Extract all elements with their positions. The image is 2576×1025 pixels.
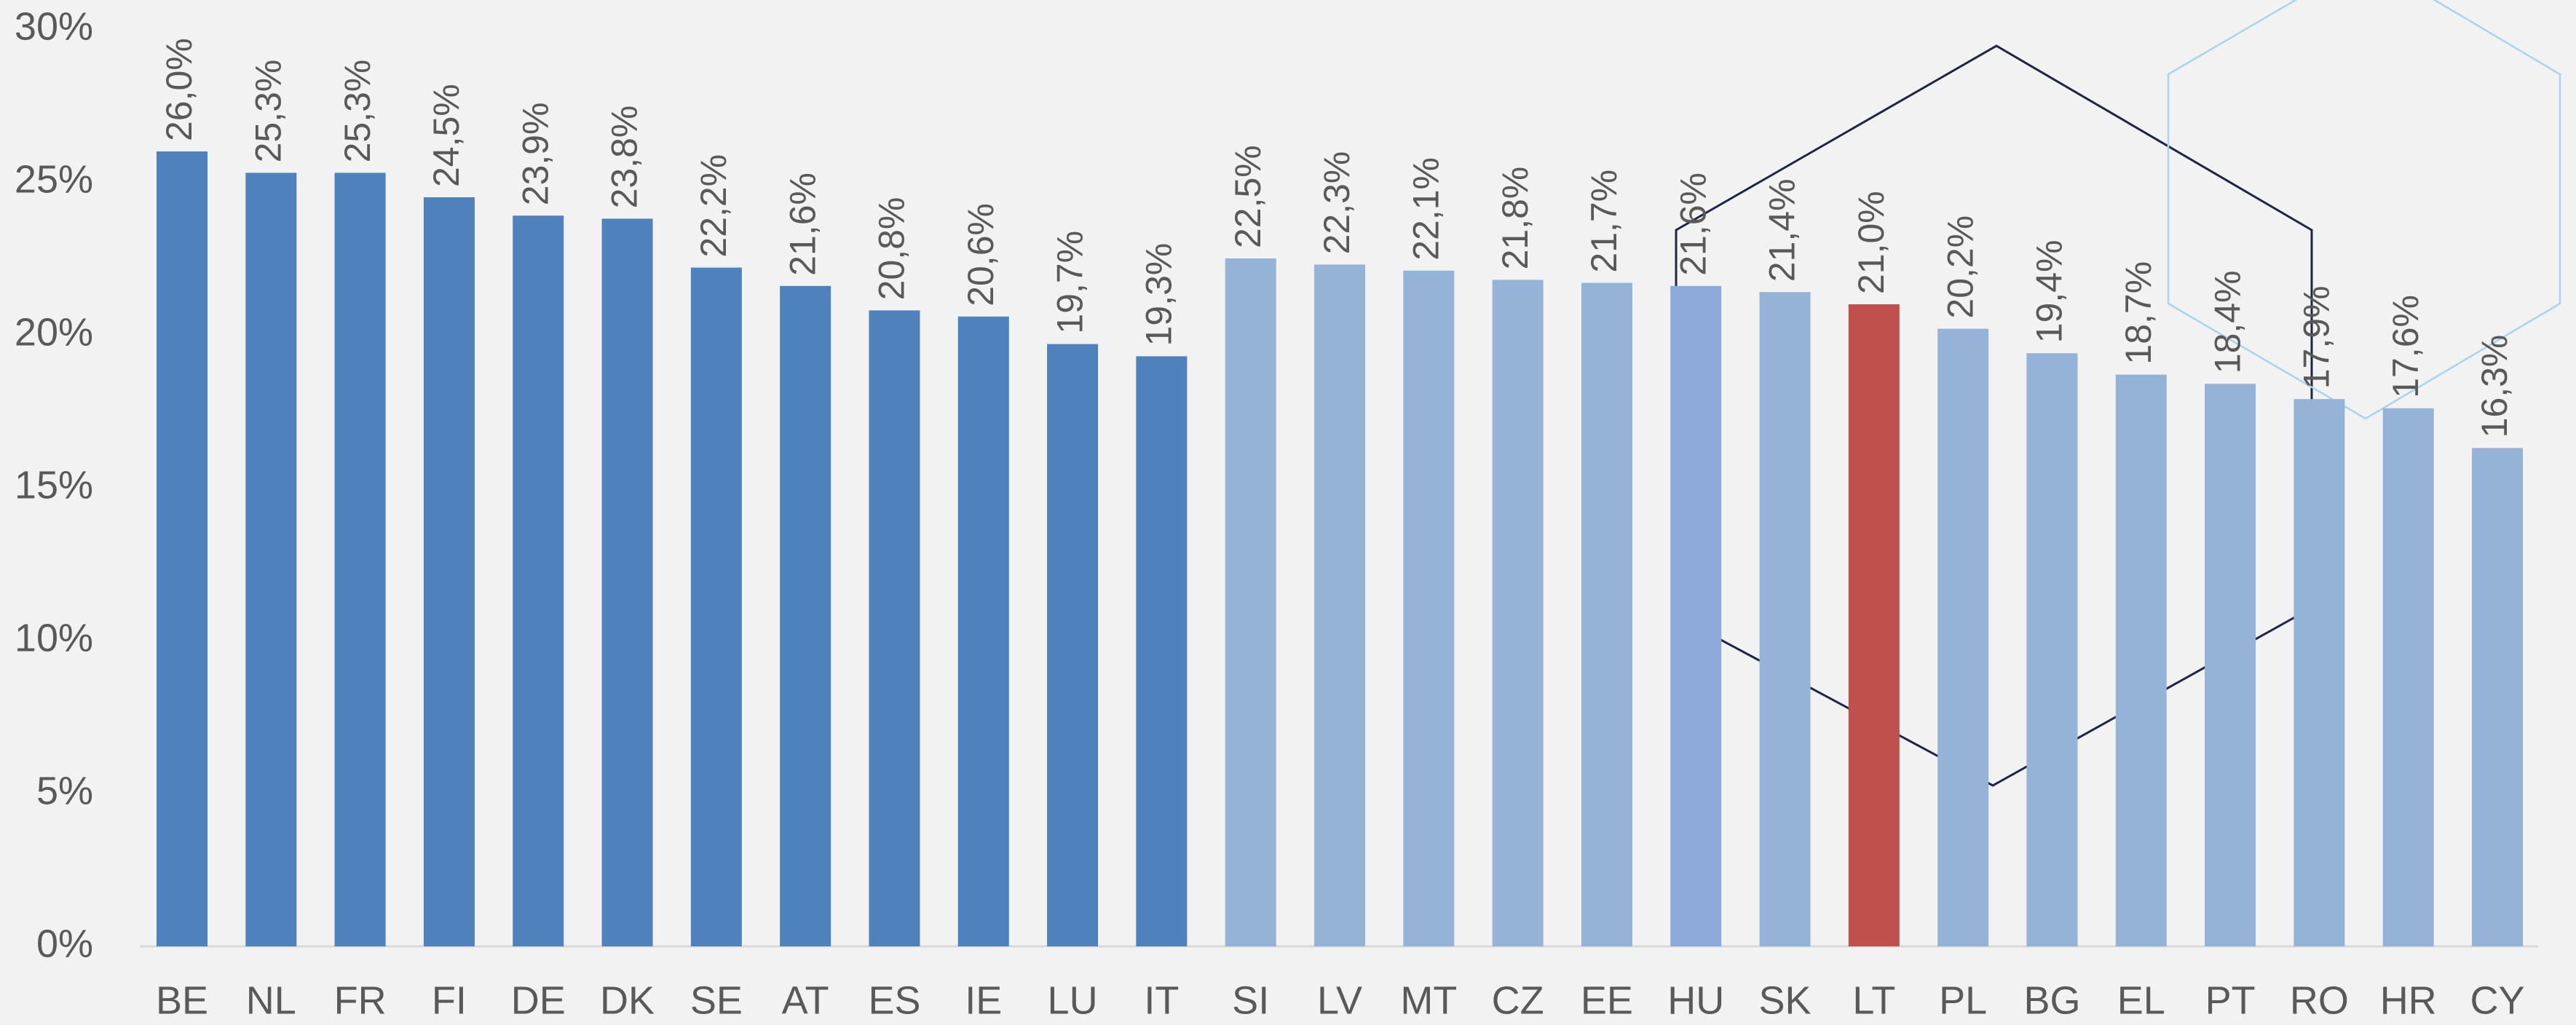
value-label: 22,1% xyxy=(1406,157,1447,261)
value-label: 25,3% xyxy=(248,60,289,163)
x-tick-label: CZ xyxy=(1492,978,1544,1022)
y-tick-label: 25% xyxy=(15,157,93,201)
x-tick-label: MT xyxy=(1400,978,1457,1022)
x-tick-label: ES xyxy=(868,978,920,1022)
x-tick-label: BG xyxy=(2023,978,2080,1022)
value-label: 21,6% xyxy=(1672,173,1713,276)
value-label: 26,0% xyxy=(159,38,199,141)
bar xyxy=(245,173,297,946)
value-label: 18,4% xyxy=(2207,270,2248,373)
x-tick-label: FI xyxy=(432,978,467,1022)
x-tick-label: IE xyxy=(965,978,1002,1022)
value-label: 25,3% xyxy=(337,60,378,163)
bar xyxy=(2026,353,2078,946)
bar xyxy=(1759,292,1811,946)
value-label: 20,8% xyxy=(872,197,912,301)
y-tick-label: 10% xyxy=(15,616,93,660)
bar xyxy=(1937,328,1989,947)
x-tick-label: RO xyxy=(2290,978,2349,1022)
x-tick-label: HU xyxy=(1667,978,1724,1022)
value-label: 18,7% xyxy=(2118,261,2159,365)
value-label: 24,5% xyxy=(426,84,467,187)
y-tick-label: 15% xyxy=(15,463,93,507)
bar xyxy=(1225,258,1276,946)
bar xyxy=(1492,280,1544,946)
value-label: 17,6% xyxy=(2385,295,2426,398)
value-label: 19,3% xyxy=(1139,243,1180,347)
value-label: 22,5% xyxy=(1228,145,1268,248)
value-label: 20,2% xyxy=(1940,215,1980,319)
y-tick-label: 30% xyxy=(15,4,93,48)
bar xyxy=(1136,356,1188,946)
bar xyxy=(1314,264,1365,946)
x-tick-label: NL xyxy=(246,978,296,1022)
value-label: 22,3% xyxy=(1316,151,1357,255)
bar xyxy=(1581,282,1632,947)
x-tick-label: EE xyxy=(1581,978,1633,1022)
value-label: 21,0% xyxy=(1851,191,1892,294)
x-tick-label: BE xyxy=(156,978,208,1022)
x-tick-label: FR xyxy=(334,978,387,1022)
value-label: 16,3% xyxy=(2474,335,2515,438)
value-label: 21,4% xyxy=(1762,178,1803,282)
bar xyxy=(423,197,475,946)
bar xyxy=(869,310,920,946)
y-tick-label: 0% xyxy=(36,922,93,965)
bar xyxy=(2115,374,2167,946)
x-tick-label: PL xyxy=(1939,978,1987,1022)
x-tick-label: LV xyxy=(1317,978,1362,1022)
x-tick-label: IT xyxy=(1144,978,1179,1022)
bar xyxy=(2293,399,2345,946)
value-label: 21,7% xyxy=(1584,170,1624,273)
y-tick-label: 20% xyxy=(15,310,93,354)
value-label: 20,6% xyxy=(960,203,1001,306)
bar xyxy=(1848,304,1900,946)
bar xyxy=(780,285,831,946)
value-label: 22,2% xyxy=(693,154,734,258)
x-tick-label: LU xyxy=(1048,978,1098,1022)
bar xyxy=(1403,270,1455,946)
x-tick-label: SI xyxy=(1232,978,1269,1022)
bar xyxy=(334,173,386,946)
bar xyxy=(2382,408,2434,946)
x-tick-label: HR xyxy=(2380,978,2437,1022)
value-label: 17,9% xyxy=(2296,285,2337,389)
value-label: 19,4% xyxy=(2029,240,2070,343)
bar xyxy=(690,267,742,947)
x-tick-label: PT xyxy=(2205,978,2256,1022)
x-tick-label: SK xyxy=(1759,978,1812,1022)
bar xyxy=(157,151,208,946)
bar xyxy=(601,218,653,946)
value-label: 19,7% xyxy=(1049,231,1090,334)
value-label: 23,8% xyxy=(604,106,645,209)
bar xyxy=(2205,384,2256,946)
x-tick-label: EL xyxy=(2117,978,2165,1022)
bar xyxy=(2472,448,2523,946)
y-tick-label: 5% xyxy=(36,769,93,812)
x-tick-label: SE xyxy=(690,978,743,1022)
bar xyxy=(1047,344,1099,947)
x-tick-label: LT xyxy=(1852,978,1895,1022)
decor-hexagon-light xyxy=(2167,0,2561,420)
bar xyxy=(957,316,1009,946)
x-tick-label: AT xyxy=(782,978,829,1022)
bar xyxy=(1670,285,1722,946)
value-label: 23,9% xyxy=(515,102,556,205)
x-tick-label: DE xyxy=(511,978,566,1022)
x-tick-label: CY xyxy=(2470,978,2524,1022)
bar xyxy=(513,215,564,946)
x-tick-label: DK xyxy=(600,978,655,1022)
value-label: 21,8% xyxy=(1495,167,1536,270)
value-label: 21,6% xyxy=(782,173,823,276)
